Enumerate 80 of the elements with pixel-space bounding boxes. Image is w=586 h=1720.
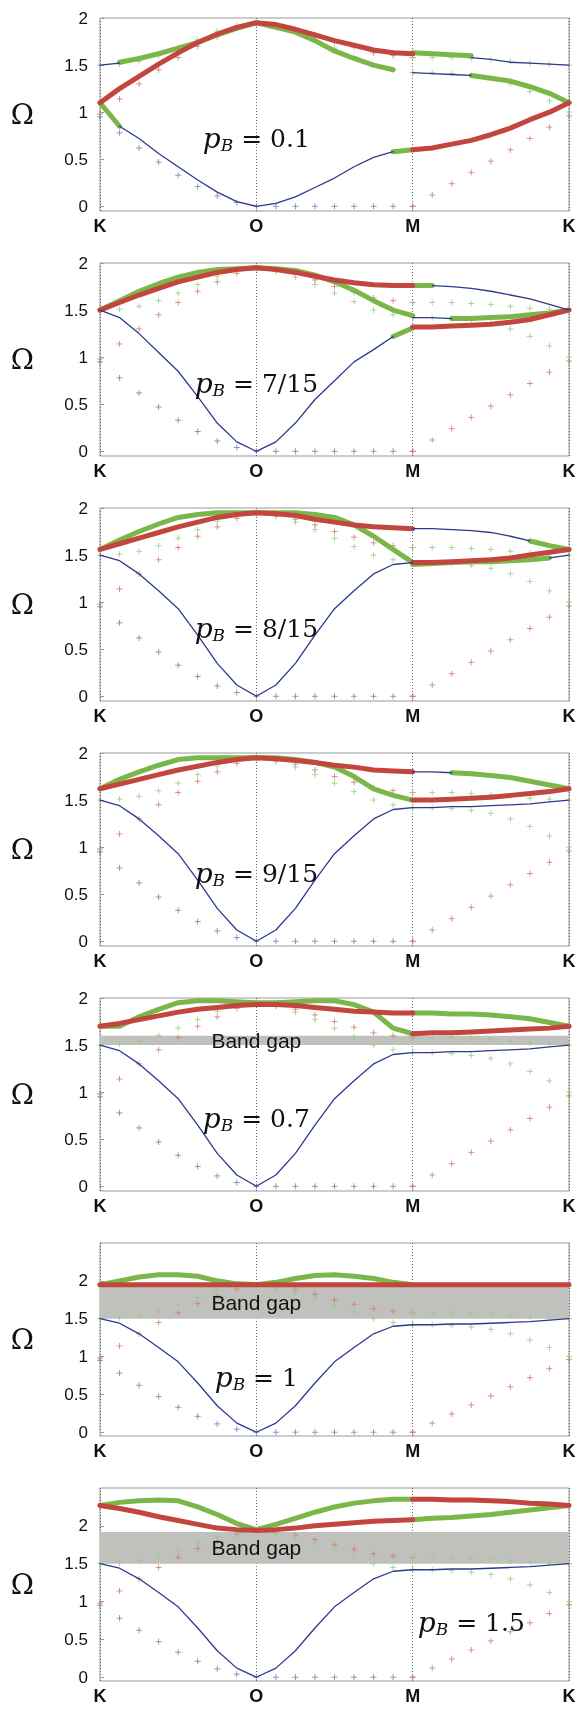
- y-axis-title: Ω: [10, 98, 34, 131]
- y-tick-label: 2: [78, 1271, 88, 1291]
- y-tick-label: 2: [78, 743, 88, 763]
- y-tick-label: 1.5: [64, 1309, 88, 1329]
- y-tick-label: 1: [78, 102, 88, 122]
- y-tick-label: 1.5: [64, 55, 88, 75]
- y-tick-label: 0.5: [64, 1384, 88, 1404]
- y-tick-label: 2: [78, 1516, 88, 1536]
- x-tick-label: O: [249, 461, 264, 481]
- x-tick-label: K: [93, 1196, 107, 1216]
- y-tick-label: 0.5: [64, 394, 88, 414]
- y-tick-label: 1: [78, 1347, 88, 1367]
- y-tick-label: 2: [78, 8, 88, 28]
- y-tick-label: 0.5: [64, 884, 88, 904]
- y-axis-title: Ω: [10, 343, 34, 376]
- y-tick-label: 1.5: [64, 1554, 88, 1574]
- x-tick-label: K: [562, 216, 576, 236]
- band-label: Band gap: [211, 1291, 302, 1315]
- y-axis-title: Ω: [10, 1323, 34, 1356]
- y-tick-label: 1: [78, 837, 88, 857]
- x-tick-label: O: [249, 216, 264, 236]
- y-tick-label: 1.5: [64, 545, 88, 565]
- annotation: pB = 1: [214, 1361, 298, 1395]
- x-tick-label: O: [249, 951, 264, 971]
- x-tick-label: O: [249, 1441, 264, 1461]
- y-tick-label: 0.5: [64, 1629, 88, 1649]
- x-tick-label: K: [562, 1686, 576, 1706]
- x-tick-label: K: [93, 951, 107, 971]
- band-label: Band gap: [211, 1028, 302, 1052]
- y-tick-label: 0: [78, 441, 88, 461]
- x-tick-label: O: [249, 1196, 264, 1216]
- annotation: pB = 7/15: [194, 367, 319, 401]
- x-tick-label: K: [562, 461, 576, 481]
- x-tick-label: K: [562, 1196, 576, 1216]
- annotation: pB = 1.5: [417, 1606, 525, 1640]
- annotation: pB = 0.7: [202, 1102, 310, 1136]
- x-tick-label: M: [405, 1441, 421, 1461]
- y-tick-label: 0.5: [64, 149, 88, 169]
- x-tick-label: K: [93, 1686, 107, 1706]
- y-axis-title: Ω: [10, 588, 34, 621]
- y-tick-label: 1: [78, 1592, 88, 1612]
- y-tick-label: 0: [78, 931, 88, 951]
- annotation: pB = 0.1: [202, 122, 310, 156]
- y-tick-label: 1.5: [64, 790, 88, 810]
- y-tick-label: 2: [78, 988, 88, 1008]
- x-tick-label: M: [405, 706, 421, 726]
- y-tick-label: 1: [78, 592, 88, 612]
- x-tick-label: K: [562, 706, 576, 726]
- y-tick-label: 2: [78, 498, 88, 518]
- y-tick-label: 0.5: [64, 1129, 88, 1149]
- y-tick-label: 1.5: [64, 1035, 88, 1055]
- x-tick-label: K: [93, 706, 107, 726]
- x-tick-label: M: [405, 216, 421, 236]
- x-tick-label: M: [405, 1196, 421, 1216]
- y-tick-label: 0: [78, 1176, 88, 1196]
- y-axis-title: Ω: [10, 1568, 34, 1601]
- y-tick-label: 0: [78, 686, 88, 706]
- annotation: pB = 9/15: [194, 857, 319, 891]
- band-label: Band gap: [211, 1536, 302, 1560]
- annotation: pB = 8/15: [194, 612, 319, 646]
- y-axis-title: Ω: [10, 1078, 34, 1111]
- y-tick-label: 0.5: [64, 639, 88, 659]
- x-tick-label: K: [93, 461, 107, 481]
- x-tick-label: M: [405, 461, 421, 481]
- y-tick-label: 1: [78, 347, 88, 367]
- y-tick-label: 1.5: [64, 300, 88, 320]
- y-tick-label: 0: [78, 1422, 88, 1442]
- y-tick-label: 2: [78, 253, 88, 273]
- y-tick-label: 1: [78, 1082, 88, 1102]
- x-tick-label: K: [562, 1441, 576, 1461]
- x-tick-label: K: [93, 1441, 107, 1461]
- y-axis-title: Ω: [10, 833, 34, 866]
- x-tick-label: K: [93, 216, 107, 236]
- y-tick-label: 0: [78, 1667, 88, 1687]
- x-tick-label: O: [249, 1686, 264, 1706]
- y-tick-label: 0: [78, 196, 88, 216]
- x-tick-label: M: [405, 1686, 421, 1706]
- x-tick-label: M: [405, 951, 421, 971]
- x-tick-label: K: [562, 951, 576, 971]
- x-tick-label: O: [249, 706, 264, 726]
